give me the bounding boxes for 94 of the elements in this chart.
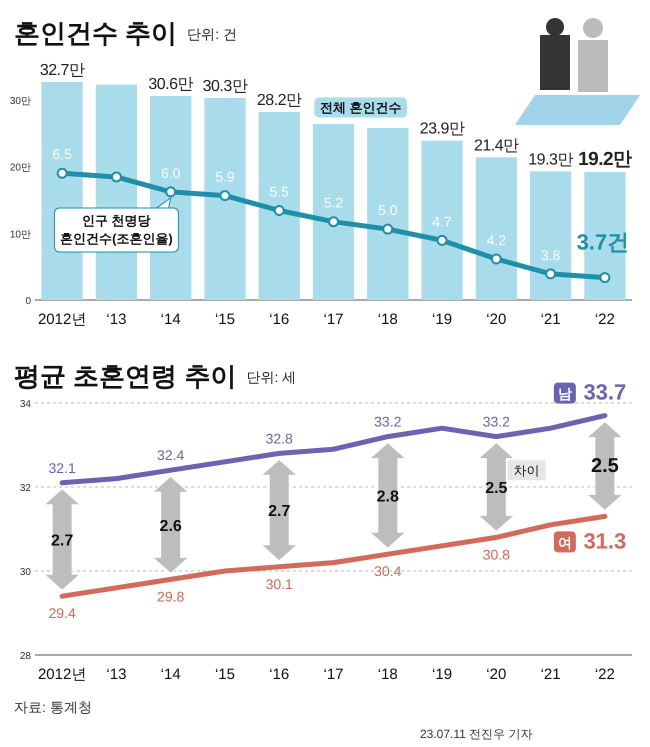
data-label: 30.4 xyxy=(374,563,402,580)
x-tick-label: ‘19 xyxy=(432,311,452,328)
point xyxy=(165,186,176,198)
series-label: 여 xyxy=(558,534,572,550)
series-label: 전체 혼인건수 xyxy=(320,100,402,115)
x-tick-label: ‘20 xyxy=(486,311,506,328)
point xyxy=(328,216,339,228)
y-tick-label: 32 xyxy=(20,483,32,494)
bar xyxy=(204,98,246,300)
x-tick-label: ‘16 xyxy=(269,666,290,683)
data-label: 30.1 xyxy=(266,576,294,592)
point xyxy=(274,205,285,216)
data-label: 5.2 xyxy=(324,194,344,211)
series-label: 남 xyxy=(558,386,572,402)
point xyxy=(382,224,394,235)
bar xyxy=(421,140,463,300)
data-label: 33.2 xyxy=(482,414,510,430)
annotation: 차이 xyxy=(514,463,540,478)
bar xyxy=(367,128,408,300)
bar xyxy=(530,171,572,300)
x-tick-label: ‘15 xyxy=(214,311,235,328)
x-tick-label: 2012년 xyxy=(38,666,86,683)
x-tick-label: ‘16 xyxy=(269,311,290,328)
x-tick-label: ‘14 xyxy=(160,666,181,683)
data-label: 5.9 xyxy=(215,168,235,185)
y-tick-label: 0 xyxy=(25,296,32,307)
legend-label: 인구 천명당 혼인건수(조혼인율) xyxy=(60,212,173,246)
point xyxy=(56,168,68,179)
data-label: 23.9만 xyxy=(420,120,465,138)
point xyxy=(490,253,502,264)
point xyxy=(545,268,556,280)
data-label: 32.8 xyxy=(266,430,294,446)
y-tick-label: 34 xyxy=(20,399,32,410)
annotation: 2.5 xyxy=(590,455,619,477)
x-tick-label: ‘18 xyxy=(378,666,398,683)
annotation: 2.7 xyxy=(51,532,74,550)
data-label: 6.0 xyxy=(160,164,181,181)
data-label: 19.2만 xyxy=(578,149,632,170)
data-label: 4.2 xyxy=(486,232,506,248)
y-tick-label: 20만 xyxy=(10,162,31,174)
data-label: 29.8 xyxy=(157,588,185,604)
data-label: 33.2 xyxy=(374,414,402,430)
data-label: 30.8 xyxy=(482,546,510,562)
data-label: 4.7 xyxy=(432,213,452,230)
data-label: 33.7 xyxy=(583,380,626,405)
annotation: 2.7 xyxy=(268,503,290,520)
bar xyxy=(258,112,300,300)
chart-title: 평균 초혼연령 추이 xyxy=(14,361,236,391)
data-label: 32.1 xyxy=(48,460,76,476)
bar xyxy=(476,157,517,300)
chart-subtitle: 단위: 세 xyxy=(246,369,296,385)
point xyxy=(219,190,230,202)
data-label: 30.3만 xyxy=(202,78,248,95)
data-label: 29.4 xyxy=(48,605,76,622)
data-label: 21.4만 xyxy=(474,137,520,154)
x-tick-label: ‘14 xyxy=(160,311,181,328)
data-label: 6.5 xyxy=(52,146,72,162)
data-label: 5.5 xyxy=(269,184,290,200)
x-tick-label: ‘13 xyxy=(106,666,126,683)
x-tick-label: ‘17 xyxy=(323,666,344,683)
annotation: 2.6 xyxy=(160,518,182,535)
data-label: 5.0 xyxy=(378,202,398,218)
x-tick-label: ‘22 xyxy=(594,666,615,683)
point xyxy=(110,171,122,182)
data-label: 30.6만 xyxy=(148,76,194,93)
x-tick-label: ‘17 xyxy=(323,311,344,328)
data-label: 19.3만 xyxy=(528,151,574,168)
x-tick-label: ‘13 xyxy=(106,311,126,328)
text: 자료: 통계청 xyxy=(14,699,92,715)
y-tick-label: 30만 xyxy=(10,96,31,107)
x-tick-label: ‘18 xyxy=(378,311,398,328)
y-tick-label: 30 xyxy=(20,567,32,578)
annotation: 2.5 xyxy=(485,480,508,497)
point xyxy=(436,234,448,246)
x-tick-label: ‘19 xyxy=(432,666,452,683)
data-label: 28.2만 xyxy=(256,92,302,109)
bar xyxy=(312,124,354,300)
annotation: 2.8 xyxy=(376,488,399,506)
y-tick-label: 28 xyxy=(20,651,32,662)
x-tick-label: ‘21 xyxy=(540,666,561,683)
data-label: 32.4 xyxy=(157,447,185,464)
x-tick-label: ‘20 xyxy=(486,666,506,683)
x-tick-label: ‘15 xyxy=(214,666,235,683)
y-tick-label: 10만 xyxy=(10,229,31,240)
data-label: 3.8 xyxy=(540,246,561,263)
point xyxy=(599,272,610,284)
data-label: 32.7만 xyxy=(40,62,85,79)
x-tick-label: ‘21 xyxy=(540,311,561,328)
x-tick-label: ‘22 xyxy=(594,311,615,328)
text: 23.07.11 전진우 기자 xyxy=(420,727,532,741)
x-tick-label: 2012년 xyxy=(38,311,86,328)
chart-subtitle: 단위: 건 xyxy=(187,26,238,42)
data-label: 31.3 xyxy=(583,528,626,554)
chart-title: 혼인건수 추이 xyxy=(14,18,178,48)
